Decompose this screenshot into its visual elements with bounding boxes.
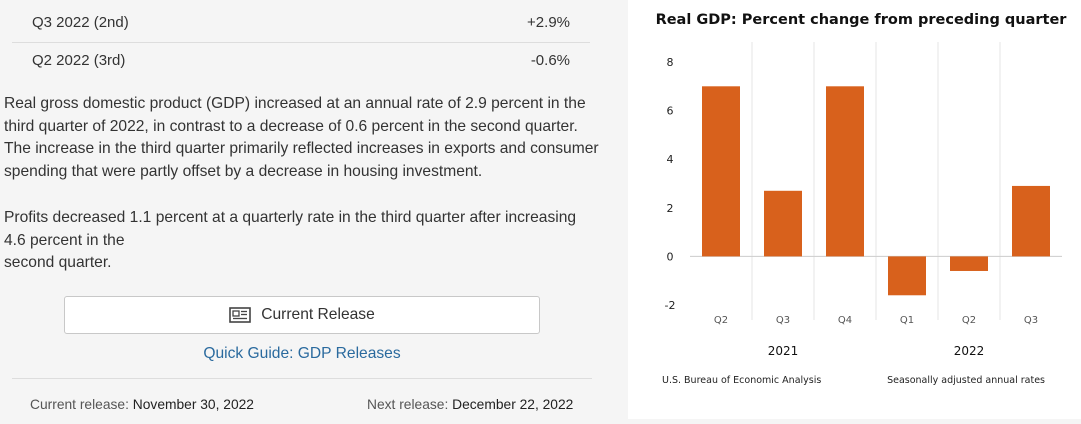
y-tick-label: -2 <box>665 299 676 312</box>
estimate-label: Q3 2022 (2nd) <box>32 14 129 31</box>
y-tick-label: 0 <box>667 250 674 263</box>
current-release-label: Current Release <box>261 306 375 323</box>
y-tick-label: 2 <box>667 202 674 215</box>
gdp-bar-chart: Real GDP: Percent change from preceding … <box>656 12 1068 386</box>
x-tick-label: Q3 <box>776 315 790 326</box>
chart-title: Real GDP: Percent change from preceding … <box>656 12 1068 28</box>
bar-q3-1 <box>764 190 802 257</box>
x-tick-label: Q2 <box>714 315 728 326</box>
bar-q4-2 <box>826 86 864 257</box>
estimate-row-q2: Q2 2022 (3rd) -0.6% <box>12 48 590 74</box>
quick-guide-link[interactable]: Quick Guide: GDP Releases <box>203 345 401 362</box>
estimate-label: Q2 2022 (3rd) <box>32 52 126 69</box>
x-tick-label: Q3 <box>1024 315 1038 326</box>
x-tick-label: Q2 <box>962 315 976 326</box>
gdp-chart-panel: Real GDP: Percent change from preceding … <box>628 0 1081 419</box>
current-release-label-text: Current release: <box>30 397 129 412</box>
divider <box>12 378 592 379</box>
y-tick-label: 6 <box>667 105 674 118</box>
year-group-label: 2021 <box>768 344 799 358</box>
bar-q2-0 <box>702 86 740 257</box>
profits-line-3: second quarter. <box>4 254 112 271</box>
current-release-date: November 30, 2022 <box>132 397 254 412</box>
x-tick-label: Q1 <box>900 315 914 326</box>
year-group-label: 2022 <box>954 344 985 358</box>
current-release-button[interactable]: Current Release <box>64 296 540 334</box>
bar-q3-5 <box>1012 185 1050 257</box>
profits-line-2: 4.6 percent in the <box>4 231 125 249</box>
next-release-date: December 22, 2022 <box>452 397 574 412</box>
chart-source: U.S. Bureau of Economic Analysis <box>662 375 821 386</box>
chart-note: Seasonally adjusted annual rates <box>887 375 1045 386</box>
bar-q1-3 <box>888 256 926 296</box>
y-tick-label: 8 <box>667 56 674 69</box>
current-release-info: Current release: November 30, 2022 <box>30 397 254 412</box>
profits-description: Profits decreased 1.1 percent at a quart… <box>4 207 604 275</box>
profits-line-1: Profits decreased 1.1 percent at a quart… <box>4 209 577 226</box>
x-tick-label: Q4 <box>838 315 852 326</box>
next-release-label-text: Next release: <box>367 397 449 412</box>
estimate-value: -0.6% <box>530 52 570 69</box>
gdp-description: Real gross domestic product (GDP) increa… <box>4 95 599 180</box>
y-tick-label: 4 <box>667 153 674 166</box>
gdp-summary-panel: Q3 2022 (2nd) +2.9% Q2 2022 (3rd) -0.6% … <box>4 10 604 412</box>
estimate-value: +2.9% <box>527 14 570 31</box>
newspaper-icon <box>229 307 252 323</box>
next-release-info: Next release: December 22, 2022 <box>367 397 573 412</box>
estimate-row-q3: Q3 2022 (2nd) +2.9% <box>12 10 590 43</box>
bar-q2-4 <box>950 256 988 271</box>
